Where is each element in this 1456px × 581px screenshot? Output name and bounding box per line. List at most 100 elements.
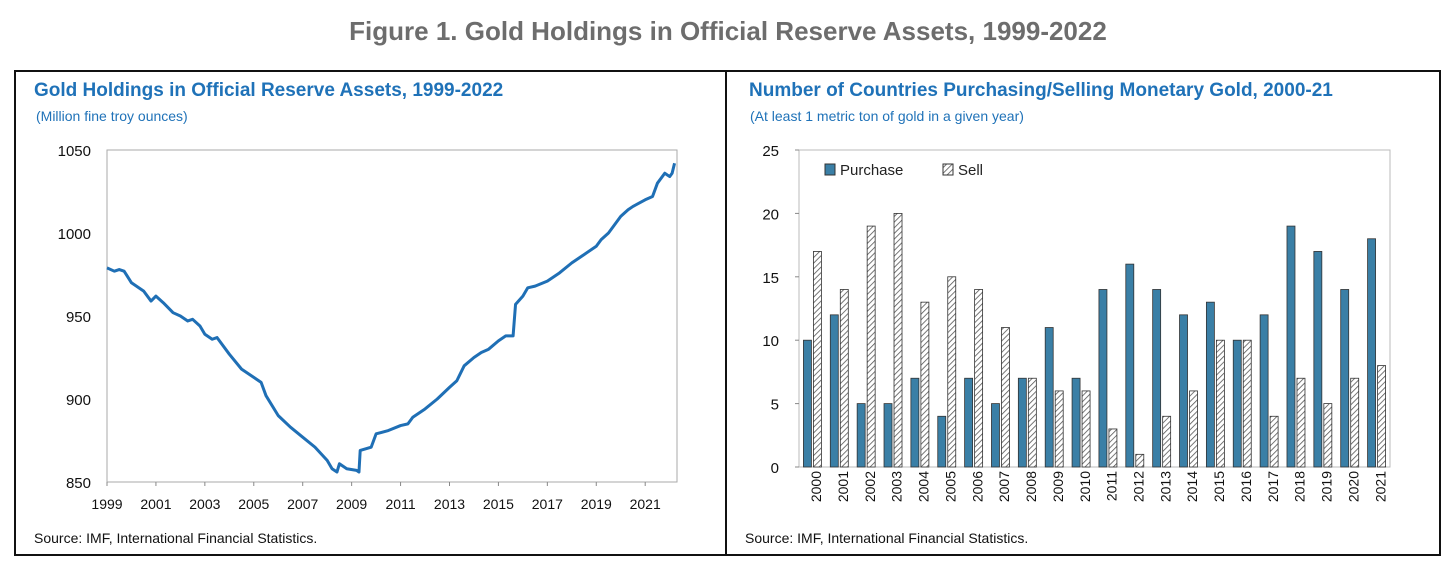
bar-purchase xyxy=(1205,301,1215,468)
y-tick-label: 10 xyxy=(762,333,779,350)
bar-purchase xyxy=(829,314,839,468)
bar-sell xyxy=(1054,390,1064,468)
x-tick-label: 2001 xyxy=(835,471,851,502)
chart-source: Source: IMF, International Financial Sta… xyxy=(34,530,318,546)
bar-sell xyxy=(1027,377,1037,468)
x-tick-label: 2007 xyxy=(996,471,1012,502)
x-tick-label: 2008 xyxy=(1023,471,1039,502)
x-tick-label: 2015 xyxy=(483,496,514,512)
x-tick-label: 2000 xyxy=(808,471,824,502)
bar-sell xyxy=(813,251,822,468)
bar-sell xyxy=(1296,377,1306,468)
legend-swatch-sell xyxy=(942,163,954,176)
bar-purchase xyxy=(964,377,974,468)
x-tick-label: 1999 xyxy=(91,496,122,512)
plot-area xyxy=(106,149,678,483)
x-tick-label: 2011 xyxy=(386,496,416,512)
bar-purchase xyxy=(1152,289,1162,468)
x-tick-label: 2017 xyxy=(532,496,563,512)
chart-subtitle: (At least 1 metric ton of gold in a give… xyxy=(750,108,1024,124)
bar-purchase xyxy=(1179,314,1188,468)
bar-purchase xyxy=(856,403,866,468)
bar-sell xyxy=(1189,390,1198,468)
bar-sell xyxy=(1135,453,1145,468)
x-tick-label: 2005 xyxy=(238,496,269,512)
x-tick-label: 2009 xyxy=(1050,471,1066,502)
bar-sell xyxy=(893,212,903,468)
x-tick-label: 2003 xyxy=(189,496,220,512)
bar-sell xyxy=(1350,377,1360,468)
bar-sell xyxy=(1377,365,1386,468)
y-tick-label: 20 xyxy=(762,206,779,223)
figure-title: Figure 1. Gold Holdings in Official Rese… xyxy=(349,16,1107,46)
y-tick-label: 25 xyxy=(762,143,779,160)
bar-sell xyxy=(1001,327,1010,468)
chart-title: Gold Holdings in Official Reserve Assets… xyxy=(34,80,504,101)
bar-sell xyxy=(1081,390,1091,468)
bar-purchase xyxy=(1340,289,1350,468)
x-tick-label: 2010 xyxy=(1077,471,1093,502)
bar-purchase xyxy=(1071,377,1081,468)
x-tick-label: 2014 xyxy=(1184,471,1200,502)
x-tick-label: 2005 xyxy=(942,471,958,502)
x-tick-label: 2021 xyxy=(1372,471,1388,502)
bar-chart: 0 5 10 15 20 25 2000 2001 2002 2003 2004 2005 2006 20… xyxy=(762,143,1391,502)
bar-purchase xyxy=(1367,238,1376,468)
line-chart: 850 900 950 1000 1050 1999 2001 2003 2005 2007 200… xyxy=(58,143,678,512)
x-tick-label: 2003 xyxy=(889,471,905,502)
y-tick-label: 900 xyxy=(66,392,91,409)
x-tick-label: 2004 xyxy=(916,471,932,502)
bar-purchase xyxy=(1232,339,1242,468)
x-tick-label: 2001 xyxy=(140,496,171,512)
x-tick-label: 2012 xyxy=(1130,471,1146,502)
legend-label: Purchase xyxy=(840,162,903,179)
bar-purchase xyxy=(1125,263,1135,468)
bar-sell xyxy=(1242,339,1252,468)
y-tick-label: 1000 xyxy=(58,226,91,243)
bar-sell xyxy=(947,276,957,468)
x-tick-label: 2006 xyxy=(969,471,985,502)
chart-title: Number of Countries Purchasing/Selling M… xyxy=(749,80,1333,101)
bar-sell xyxy=(920,301,930,468)
y-tick-label: 1050 xyxy=(58,143,91,160)
y-tick-label: 950 xyxy=(66,309,91,326)
bar-purchase xyxy=(1259,314,1269,468)
x-tick-label: 2015 xyxy=(1211,471,1227,502)
chart-subtitle: (Million fine troy ounces) xyxy=(36,108,188,124)
x-tick-label: 2019 xyxy=(1319,471,1335,502)
y-tick-label: 850 xyxy=(66,475,91,492)
x-tick-label: 2016 xyxy=(1238,471,1254,502)
bar-chart-panel: Number of Countries Purchasing/Selling M… xyxy=(725,70,1441,556)
bar-purchase xyxy=(1017,377,1027,468)
bar-purchase xyxy=(1313,251,1323,468)
bar-purchase xyxy=(1044,327,1054,468)
x-tick-label: 2011 xyxy=(1104,471,1120,501)
bar-purchase xyxy=(910,377,920,468)
line-chart-panel: Gold Holdings in Official Reserve Assets… xyxy=(14,70,727,556)
x-tick-label: 2020 xyxy=(1345,471,1361,502)
bar-sell xyxy=(974,289,984,468)
y-tick-label: 15 xyxy=(762,270,779,287)
x-tick-label: 2013 xyxy=(434,496,465,512)
bar-purchase xyxy=(1286,225,1296,468)
bar-sell xyxy=(839,289,849,468)
bar-purchase xyxy=(991,403,1000,468)
bar-purchase xyxy=(803,339,812,468)
legend-swatch-purchase xyxy=(824,163,836,176)
x-tick-label: 2019 xyxy=(581,496,612,512)
bar-purchase xyxy=(937,415,947,468)
chart-source: Source: IMF, International Financial Sta… xyxy=(745,530,1029,546)
bar-sell xyxy=(1269,415,1279,468)
bar-sell xyxy=(1108,428,1118,468)
bar-sell xyxy=(1162,415,1172,468)
bar-sell xyxy=(1323,403,1333,468)
gold-holdings-line xyxy=(106,162,677,474)
x-tick-label: 2018 xyxy=(1292,471,1308,502)
x-tick-label: 2021 xyxy=(630,496,661,512)
x-tick-label: 2017 xyxy=(1265,471,1281,502)
y-tick-label: 0 xyxy=(771,460,779,477)
plot-area xyxy=(798,149,1391,468)
x-tick-label: 2007 xyxy=(287,496,318,512)
x-tick-label: 2013 xyxy=(1157,471,1173,502)
